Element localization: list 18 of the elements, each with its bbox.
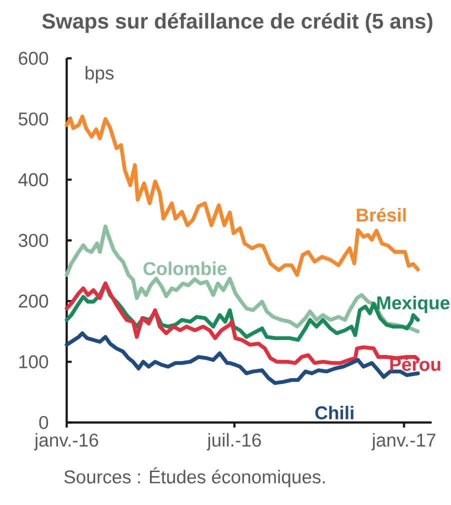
x-tick-label: janv.-17 (371, 433, 436, 450)
x-tick-label: juil.-16 (206, 433, 261, 450)
series-label: Mexique (377, 296, 450, 314)
source-note: Sources : Études économiques. (64, 467, 325, 488)
chart-title: Swaps sur défaillance de crédit (5 ans) (42, 12, 432, 33)
y-tick-label: 600 (18, 52, 48, 65)
y-tick-label: 200 (18, 294, 48, 308)
series-label: Brésil (356, 208, 406, 222)
line-series (64, 114, 420, 277)
y-tick-label: 300 (18, 234, 48, 247)
y-tick-label: 0 (39, 416, 48, 430)
y-axis-title: bps (86, 66, 114, 84)
y-tick-label: 500 (18, 112, 48, 126)
x-tick-label: janv.-16 (34, 433, 98, 450)
y-tick-label: 400 (18, 173, 48, 186)
series-label: Chili (315, 406, 354, 420)
series-label: Colombie (144, 262, 226, 276)
y-tick-label: 100 (19, 355, 48, 368)
